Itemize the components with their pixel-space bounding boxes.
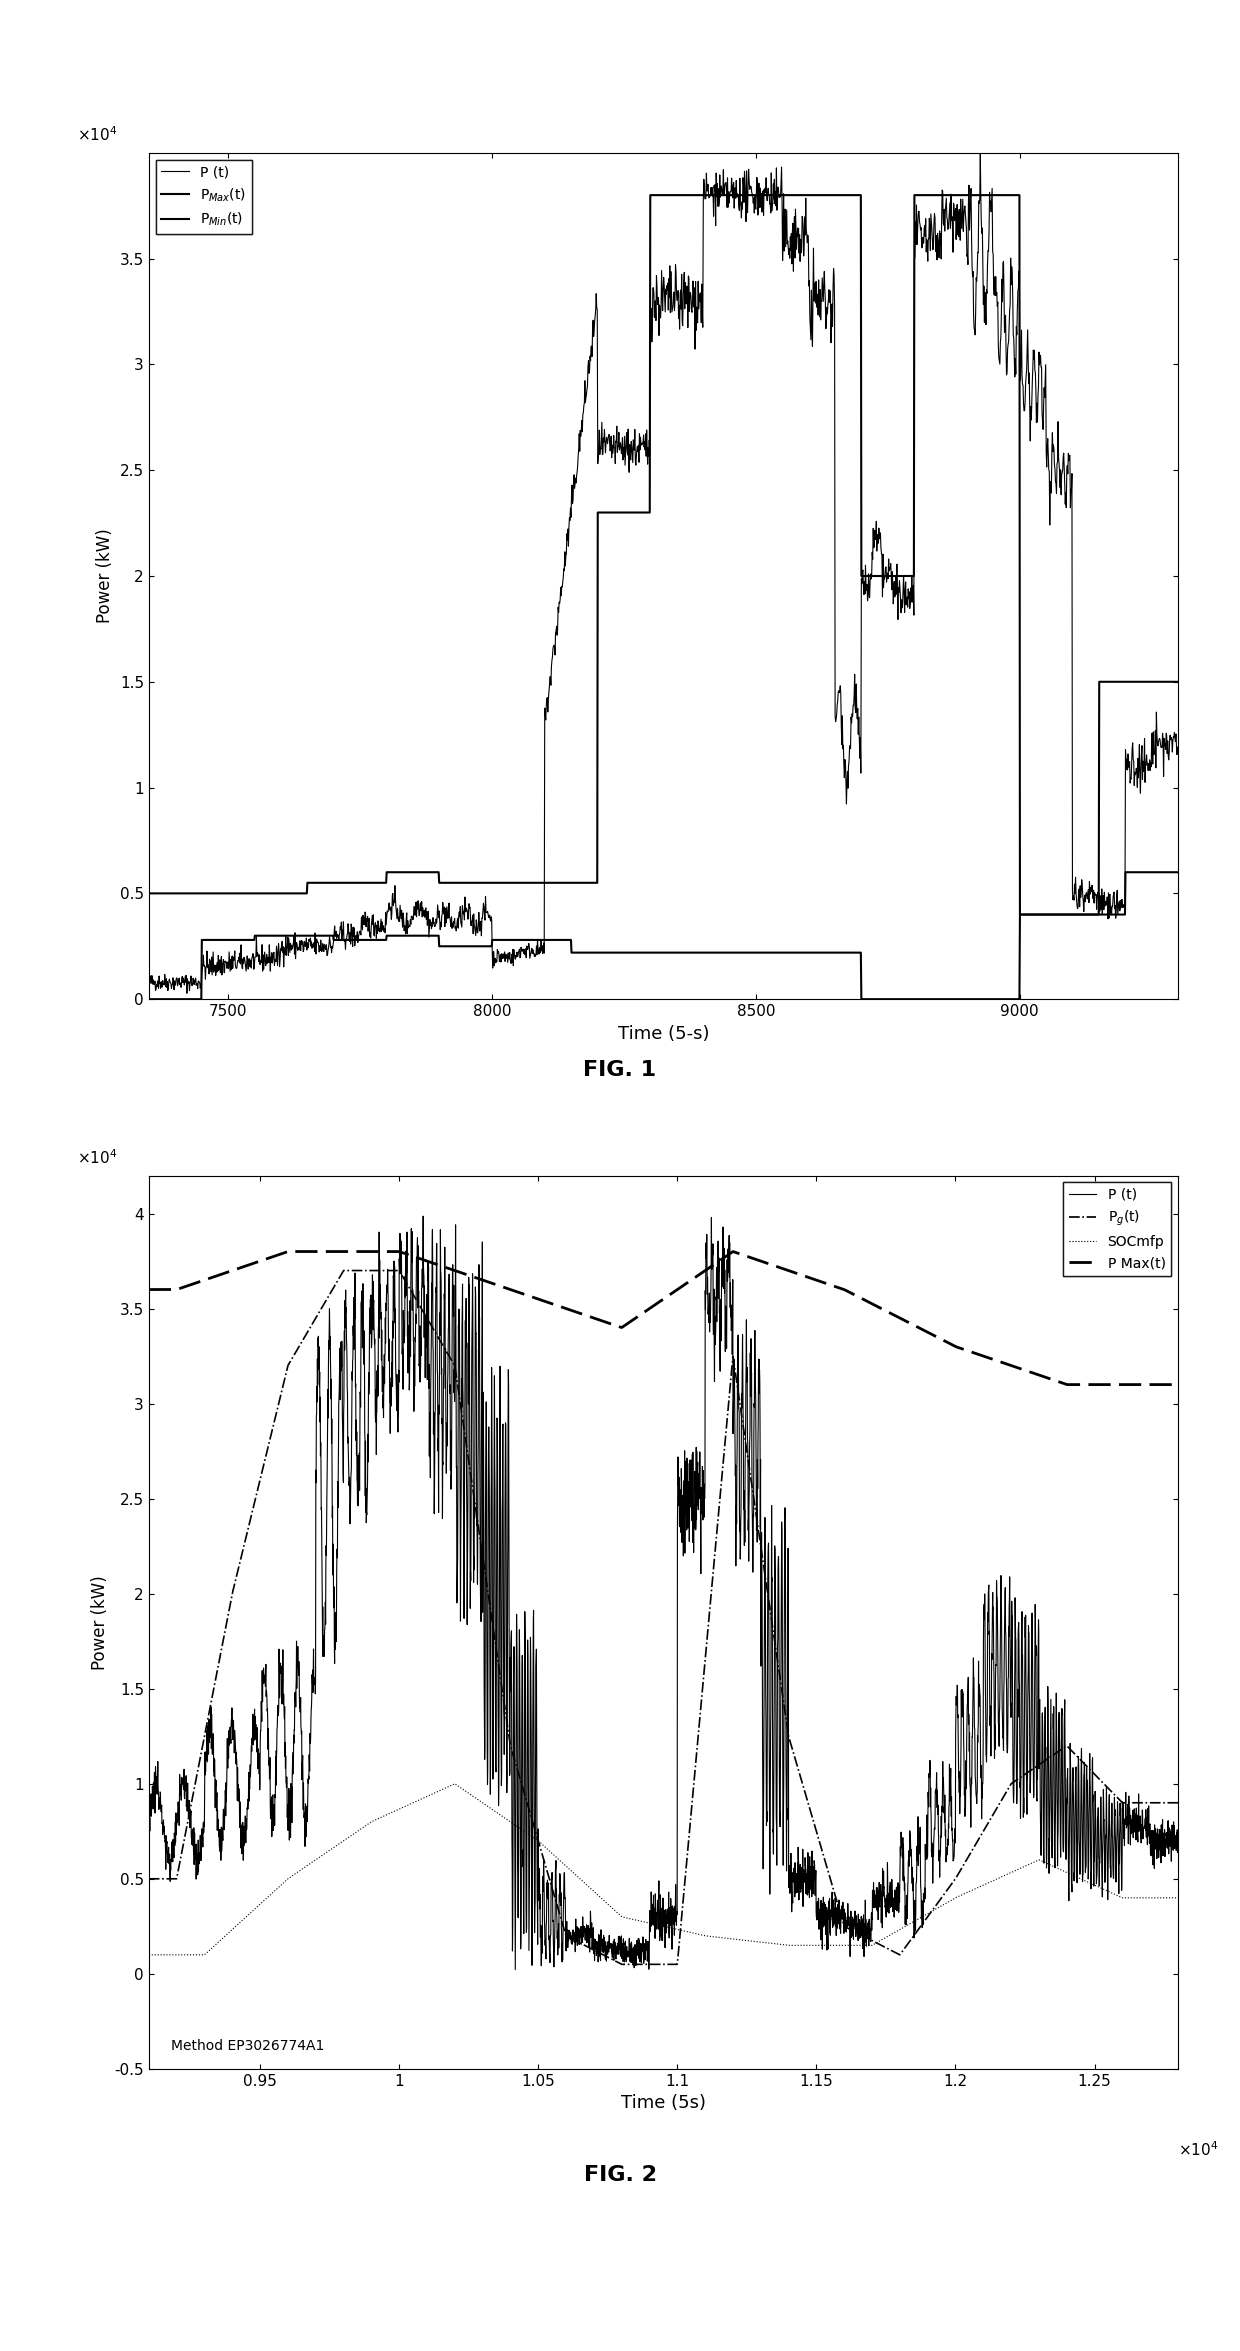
- P (t): [1089, 1808, 1104, 1836]
- P$_g$(t): [1140, 1789, 1154, 1817]
- P Max(t): [1171, 1371, 1185, 1399]
- P$_g$(t): [614, 1951, 629, 1980]
- SOCmfp: [1171, 1883, 1185, 1911]
- P$_{Max}$(t): [952, 181, 967, 209]
- Text: Method EP3026774A1: Method EP3026774A1: [171, 2038, 325, 2052]
- P (t): [615, 423, 630, 451]
- P (t): [631, 1923, 646, 1951]
- P$_{Max}$(t): [642, 498, 657, 527]
- P (t): [141, 1815, 156, 1843]
- P (t): [180, 980, 195, 1009]
- Text: FIG. 2: FIG. 2: [584, 2165, 656, 2184]
- P$_{Min}$(t): [141, 985, 156, 1013]
- SOCmfp: [583, 1874, 598, 1902]
- P Max(t): [889, 1302, 904, 1331]
- P$_g$(t): [574, 1930, 589, 1958]
- P (t): [1141, 750, 1156, 778]
- P$_{Max}$(t): [141, 879, 156, 907]
- P Max(t): [1089, 1371, 1104, 1399]
- P$_{Max}$(t): [642, 181, 657, 209]
- P (t): [583, 1914, 598, 1942]
- P$_g$(t): [631, 1951, 646, 1980]
- P Max(t): [631, 1302, 646, 1331]
- P (t): [952, 202, 967, 230]
- P Max(t): [280, 1237, 295, 1265]
- P$_{Min}$(t): [615, 938, 630, 966]
- SOCmfp: [574, 1867, 589, 1895]
- X-axis label: Time (5s): Time (5s): [621, 2095, 706, 2111]
- SOCmfp: [631, 1907, 646, 1935]
- Y-axis label: Power (kW): Power (kW): [97, 529, 114, 623]
- Line: P$_{Min}$(t): P$_{Min}$(t): [149, 872, 1178, 999]
- Text: FIG. 1: FIG. 1: [584, 1060, 656, 1079]
- Line: P Max(t): P Max(t): [149, 1251, 1178, 1385]
- P$_{Max}$(t): [1141, 668, 1156, 696]
- P$_{Max}$(t): [1171, 668, 1185, 696]
- X-axis label: Time (5-s): Time (5-s): [618, 1025, 709, 1041]
- P$_g$(t): [889, 1940, 904, 1968]
- Text: $\times 10^4$: $\times 10^4$: [1178, 2139, 1219, 2158]
- Line: P (t): P (t): [149, 1215, 1178, 1970]
- P$_g$(t): [336, 1255, 351, 1284]
- P$_{Min}$(t): [1118, 858, 1133, 886]
- P$_{Min}$(t): [1141, 858, 1156, 886]
- P$_g$(t): [1171, 1789, 1185, 1817]
- P$_{Min}$(t): [193, 985, 208, 1013]
- P$_{Max}$(t): [1142, 668, 1157, 696]
- P (t): [1142, 757, 1157, 785]
- Y-axis label: Power (kW): Power (kW): [91, 1575, 109, 1669]
- P$_{Max}$(t): [1013, 900, 1028, 929]
- P (t): [574, 1921, 589, 1949]
- SOCmfp: [141, 1940, 156, 1968]
- Legend: P (t), P$_g$(t), SOCmfp, P Max(t): P (t), P$_g$(t), SOCmfp, P Max(t): [1063, 1183, 1171, 1277]
- P (t): [973, 139, 988, 167]
- P Max(t): [141, 1277, 156, 1305]
- P$_g$(t): [1089, 1761, 1104, 1789]
- Text: $\times 10^4$: $\times 10^4$: [77, 1147, 118, 1166]
- SOCmfp: [1140, 1883, 1154, 1911]
- Legend: P (t), P$_{Max}$(t), P$_{Min}$(t): P (t), P$_{Max}$(t), P$_{Min}$(t): [156, 160, 252, 233]
- P (t): [1171, 738, 1185, 766]
- P Max(t): [583, 1302, 598, 1331]
- P (t): [1171, 1838, 1185, 1867]
- P (t): [195, 959, 210, 987]
- Line: P (t): P (t): [149, 153, 1178, 994]
- Line: SOCmfp: SOCmfp: [149, 1784, 1178, 1954]
- P$_{Min}$(t): [642, 938, 657, 966]
- P (t): [889, 1897, 904, 1925]
- P (t): [415, 1201, 430, 1230]
- SOCmfp: [1087, 1871, 1102, 1900]
- P$_{Min}$(t): [952, 985, 967, 1013]
- SOCmfp: [889, 1916, 904, 1944]
- Line: P$_g$(t): P$_g$(t): [149, 1270, 1178, 1965]
- SOCmfp: [448, 1770, 463, 1799]
- P$_g$(t): [583, 1935, 598, 1963]
- P$_{Max}$(t): [615, 498, 630, 527]
- P (t): [1140, 1815, 1154, 1843]
- P (t): [508, 1956, 523, 1984]
- P Max(t): [574, 1300, 589, 1328]
- Text: $\times 10^4$: $\times 10^4$: [77, 125, 118, 143]
- P (t): [141, 966, 156, 994]
- Line: P$_{Max}$(t): P$_{Max}$(t): [149, 195, 1178, 915]
- P (t): [642, 442, 657, 470]
- P$_g$(t): [141, 1864, 156, 1893]
- P Max(t): [1140, 1371, 1154, 1399]
- P$_{Min}$(t): [1171, 858, 1185, 886]
- P$_{Min}$(t): [1141, 858, 1156, 886]
- P$_{Max}$(t): [193, 879, 208, 907]
- P Max(t): [1059, 1371, 1074, 1399]
